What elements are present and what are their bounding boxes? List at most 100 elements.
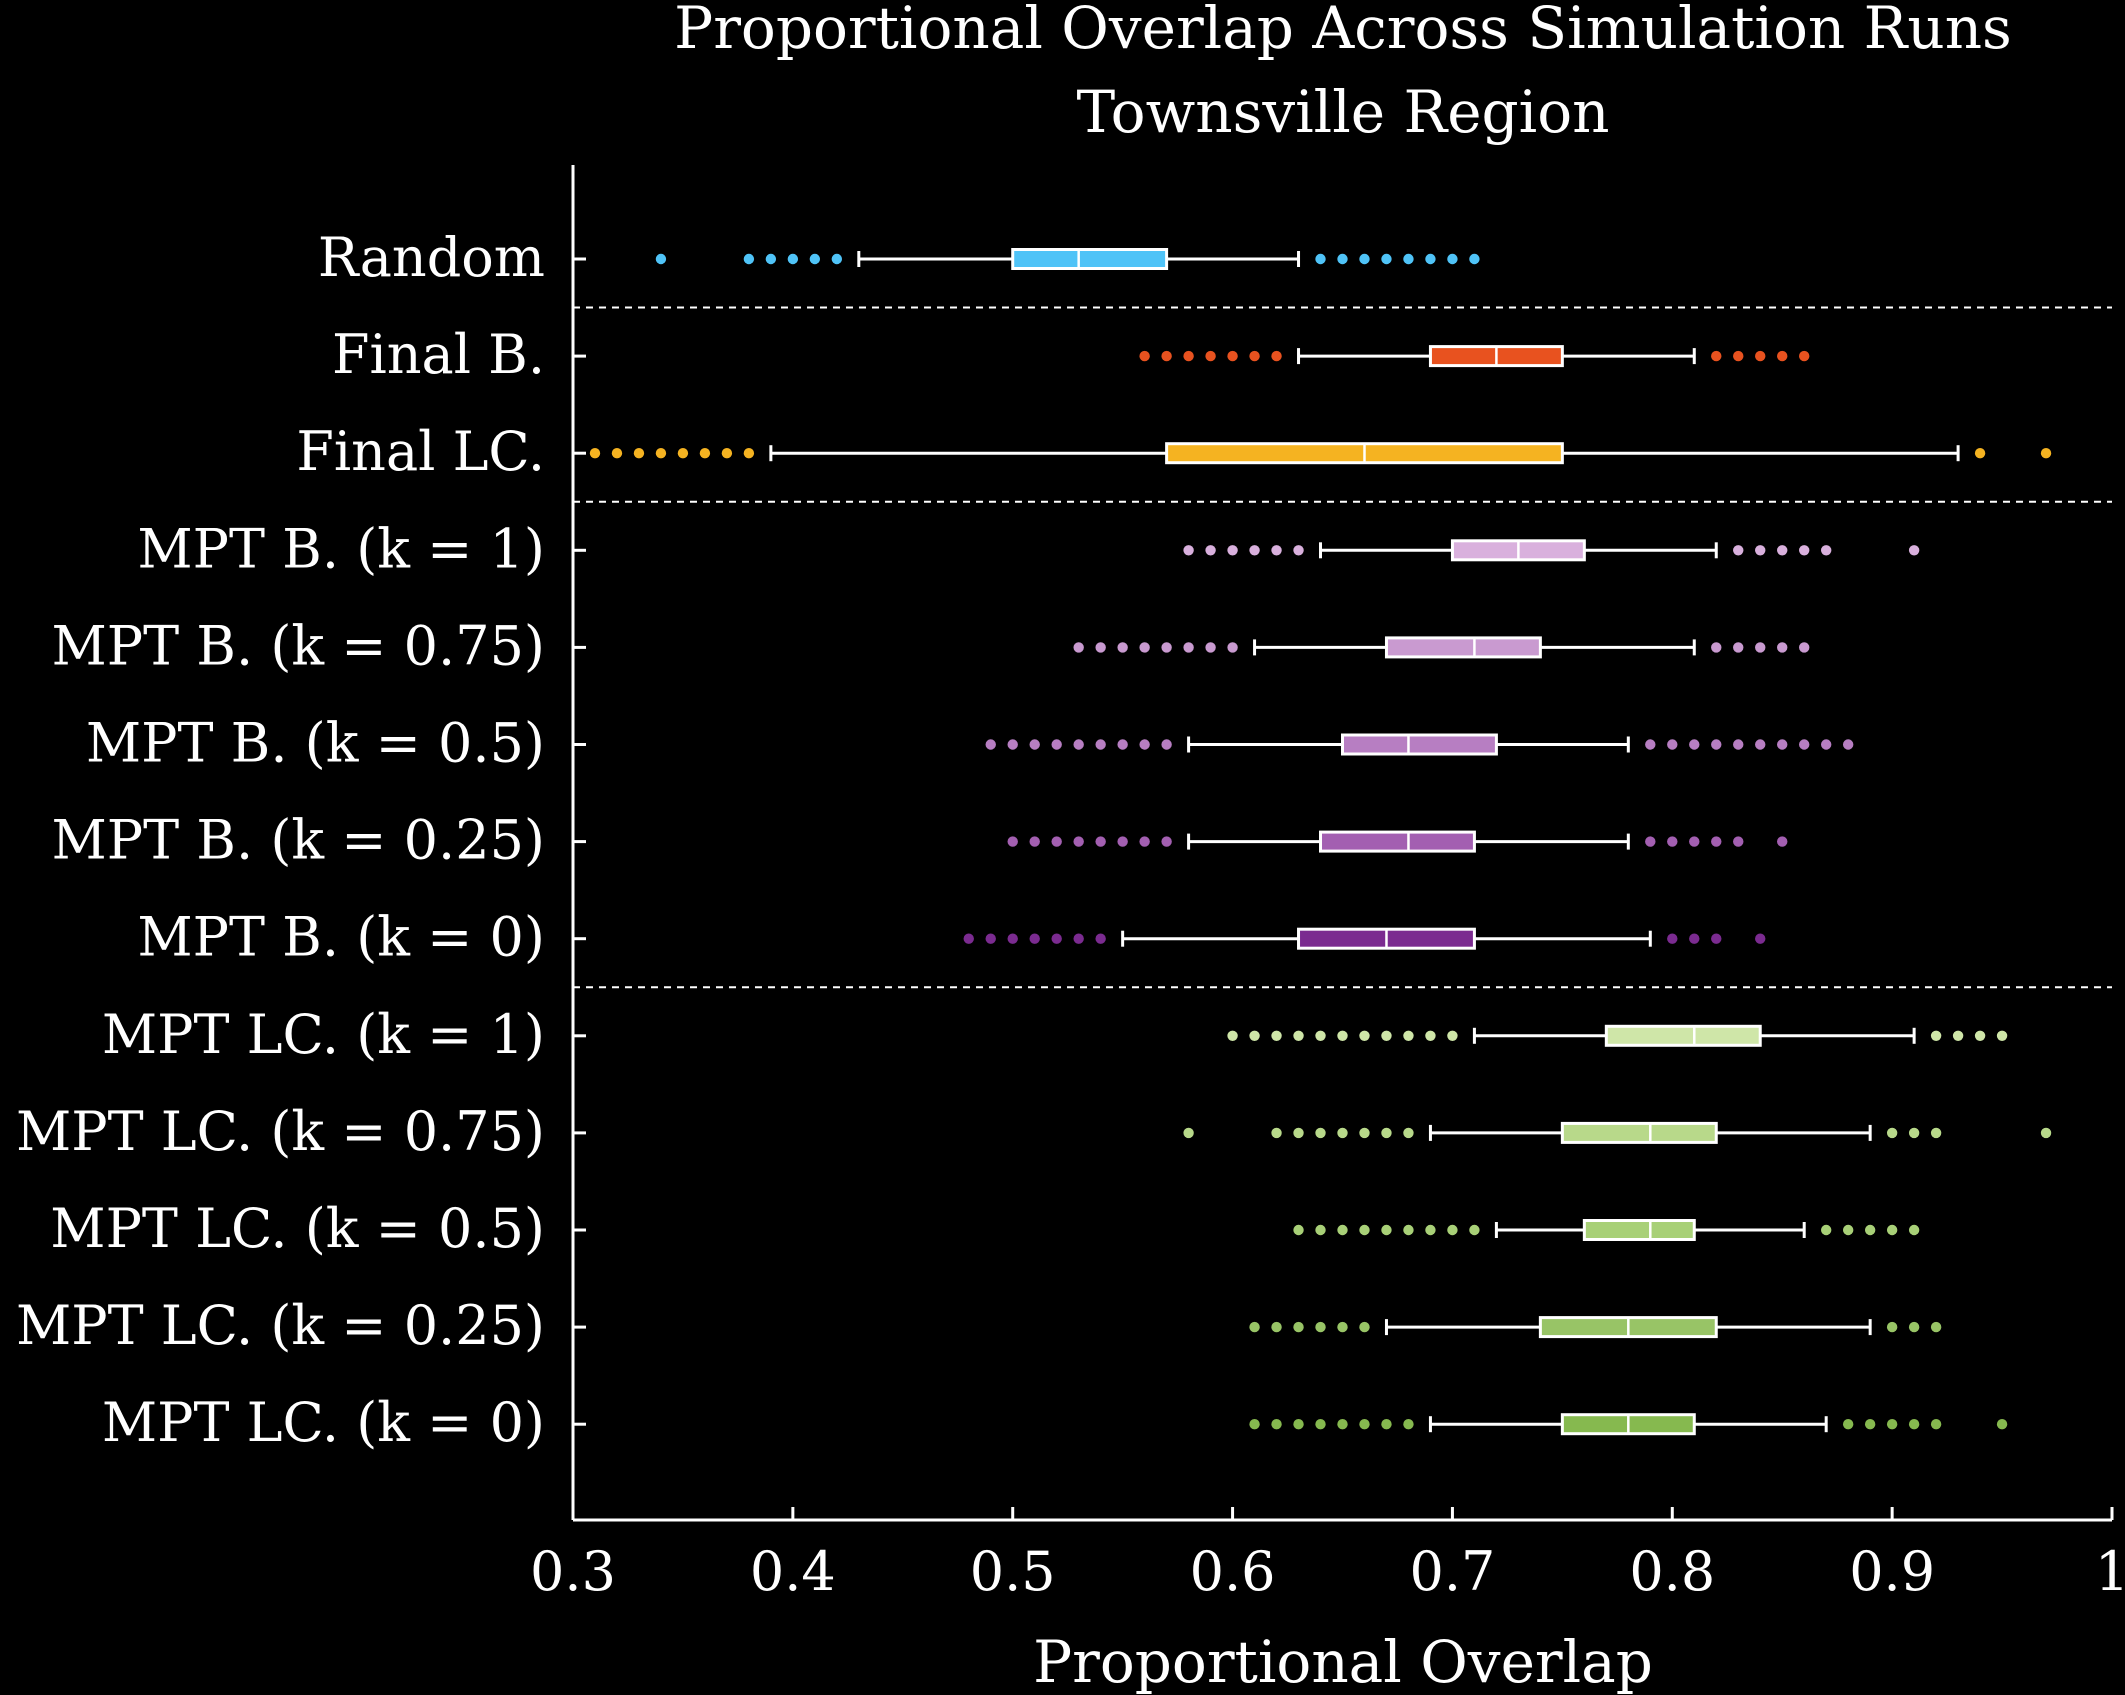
outlier-point xyxy=(1930,1127,1942,1139)
outlier-point xyxy=(1425,1224,1436,1236)
outlier-point xyxy=(1315,1419,1326,1430)
outlier-point xyxy=(1051,933,1062,944)
outlier-point xyxy=(1777,545,1788,556)
outlier-point xyxy=(1777,739,1788,750)
outlier-point xyxy=(1799,350,1810,362)
box xyxy=(1319,830,1476,853)
outlier-point xyxy=(1689,836,1700,847)
outlier-point xyxy=(1051,739,1062,750)
outlier-point xyxy=(1117,642,1128,653)
outlier-point xyxy=(1271,545,1282,556)
outlier-point xyxy=(1711,642,1722,653)
outlier-point xyxy=(1117,836,1128,847)
outlier-point xyxy=(1007,739,1018,750)
outlier-point xyxy=(1359,1030,1370,1042)
outlier-point xyxy=(1139,350,1150,362)
outlier-point xyxy=(1183,642,1194,653)
outlier-point xyxy=(1227,350,1238,362)
box xyxy=(1582,1219,1696,1241)
x-tick-label: 0.3 xyxy=(530,1540,616,1603)
outlier-point xyxy=(1908,1224,1920,1236)
outlier-point xyxy=(1293,1321,1304,1333)
outlier-point xyxy=(655,448,667,459)
outlier-point xyxy=(1359,1224,1370,1236)
outlier-point xyxy=(1271,1419,1282,1430)
outlier-point xyxy=(1755,642,1766,653)
outlier-point xyxy=(1667,739,1678,750)
chart-title: Proportional Overlap Across Simulation R… xyxy=(674,0,2012,62)
outlier-point xyxy=(1403,1030,1414,1042)
outlier-point xyxy=(1161,836,1172,847)
outlier-point xyxy=(1381,1030,1392,1042)
outlier-point xyxy=(1864,1224,1876,1236)
outlier-point xyxy=(2040,1127,2052,1139)
outlier-point xyxy=(1930,1030,1942,1042)
outlier-point xyxy=(1337,1030,1348,1042)
outlier-point xyxy=(1183,350,1194,362)
outlier-point xyxy=(1315,1030,1326,1042)
outlier-point xyxy=(1271,350,1282,362)
outlier-point xyxy=(1799,739,1810,750)
outlier-point xyxy=(1161,642,1172,653)
outlier-point xyxy=(1447,1224,1458,1236)
outlier-point xyxy=(1029,836,1040,847)
y-tick-label: MPT B. (k = 0.25) xyxy=(52,809,546,872)
outlier-point xyxy=(1996,1030,2008,1042)
outlier-point xyxy=(1007,836,1018,847)
outlier-point xyxy=(1864,1419,1876,1430)
outlier-point xyxy=(1249,1030,1260,1042)
outlier-point xyxy=(1403,1224,1414,1236)
outlier-point xyxy=(1381,253,1392,265)
outlier-point xyxy=(1755,350,1766,362)
outlier-point xyxy=(1073,836,1084,847)
plot-area: 0.3 0.4 0.5 0.6 0.7 0.8 0.9 1 Random Final B. Fina… xyxy=(16,165,2125,1603)
outlier-point xyxy=(809,253,821,265)
outlier-point xyxy=(1161,739,1172,750)
outlier-point xyxy=(1403,1419,1414,1430)
outlier-point xyxy=(1777,642,1788,653)
outlier-point xyxy=(1447,253,1458,265)
box xyxy=(1384,636,1542,659)
outlier-point xyxy=(1095,739,1106,750)
outlier-point xyxy=(1007,933,1018,944)
outlier-point xyxy=(1403,253,1414,265)
x-tick-label: 0.4 xyxy=(750,1540,836,1603)
outlier-point xyxy=(699,448,711,459)
outlier-point xyxy=(1711,836,1722,847)
outlier-point xyxy=(1733,350,1744,362)
outlier-point xyxy=(1095,642,1106,653)
outlier-point xyxy=(1249,1321,1260,1333)
outlier-point xyxy=(1293,1419,1304,1430)
outlier-point xyxy=(1227,1030,1238,1042)
outlier-point xyxy=(1117,739,1128,750)
y-tick-label: Final B. xyxy=(332,323,545,386)
outlier-point xyxy=(1908,1321,1920,1333)
outlier-point xyxy=(1908,545,1920,556)
outlier-point xyxy=(1711,739,1722,750)
box xyxy=(1604,1024,1762,1047)
outlier-point xyxy=(1051,836,1062,847)
outlier-point xyxy=(1755,933,1766,944)
outlier-point xyxy=(1249,1419,1260,1430)
x-tick-label: 0.7 xyxy=(1409,1540,1495,1603)
outlier-point xyxy=(1689,739,1700,750)
outlier-point xyxy=(1315,1321,1326,1333)
outlier-point xyxy=(1271,1321,1282,1333)
x-tick-label: 0.5 xyxy=(970,1540,1056,1603)
outlier-point xyxy=(1381,1419,1392,1430)
outlier-point xyxy=(1337,253,1348,265)
outlier-point xyxy=(1073,739,1084,750)
outlier-point xyxy=(1689,933,1700,944)
outlier-point xyxy=(1667,836,1678,847)
outlier-point xyxy=(1886,1224,1898,1236)
outlier-point xyxy=(1183,1127,1194,1139)
outlier-point xyxy=(1799,642,1810,653)
outlier-point xyxy=(1381,1127,1392,1139)
outlier-point xyxy=(1930,1321,1942,1333)
outlier-point xyxy=(1974,1030,1986,1042)
outlier-point xyxy=(1447,1030,1458,1042)
outlier-point xyxy=(1952,1030,1964,1042)
outlier-point xyxy=(1227,545,1238,556)
outlier-point xyxy=(1381,1224,1392,1236)
outlier-point xyxy=(985,739,996,750)
